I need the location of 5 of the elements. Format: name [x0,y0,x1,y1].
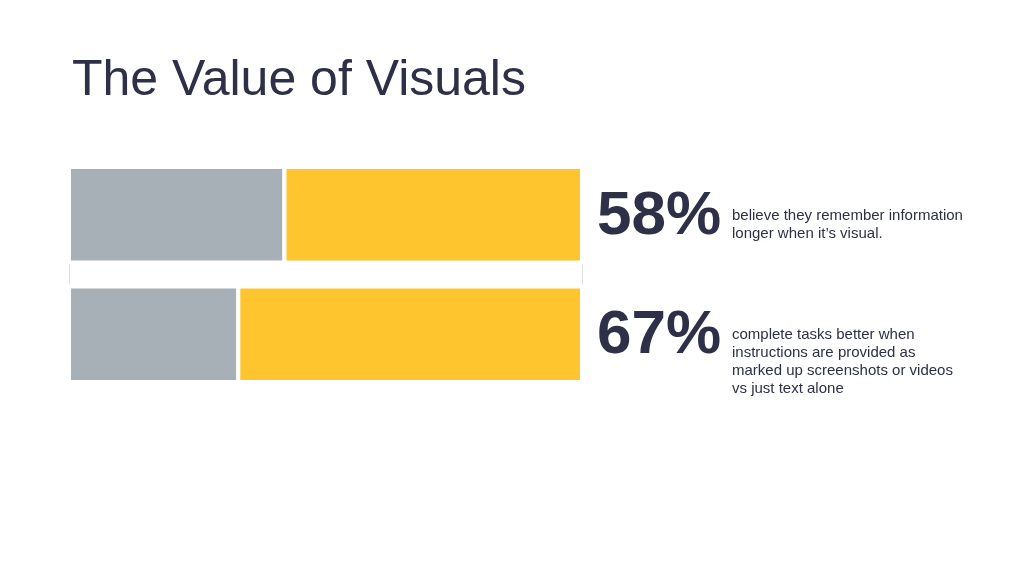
chart-title: The Value of Visuals [72,50,526,106]
data-label: 58% [597,177,722,247]
data-label: 67% [597,297,722,367]
text: complete tasks better when instructions are provided as marked up screenshots or videos vs just text alone [732,325,953,397]
text: believe they remember information longer when it’s visual. [732,205,963,241]
